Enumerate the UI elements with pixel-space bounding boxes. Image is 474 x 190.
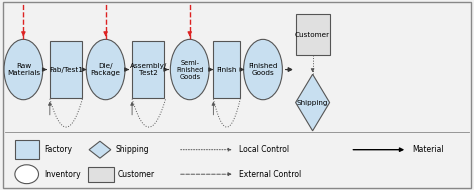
Text: Fab/Test1: Fab/Test1	[49, 66, 83, 73]
Text: Customer: Customer	[118, 170, 155, 179]
FancyBboxPatch shape	[50, 41, 82, 98]
Ellipse shape	[86, 39, 125, 100]
Text: Factory: Factory	[44, 145, 72, 154]
Text: Shipping: Shipping	[297, 100, 328, 105]
FancyBboxPatch shape	[88, 167, 114, 182]
FancyBboxPatch shape	[132, 41, 164, 98]
Text: Assembly/
Test2: Assembly/ Test2	[129, 63, 167, 76]
Ellipse shape	[244, 39, 283, 100]
Text: External Control: External Control	[239, 170, 301, 179]
FancyBboxPatch shape	[15, 140, 38, 159]
Text: Shipping: Shipping	[115, 145, 149, 154]
Polygon shape	[89, 141, 111, 158]
Ellipse shape	[4, 39, 43, 100]
Text: Raw
Materials: Raw Materials	[7, 63, 40, 76]
FancyBboxPatch shape	[213, 41, 240, 98]
Ellipse shape	[15, 165, 38, 184]
Polygon shape	[296, 74, 329, 131]
Text: Inventory: Inventory	[44, 170, 81, 179]
Ellipse shape	[170, 39, 209, 100]
Text: Finish: Finish	[217, 66, 237, 73]
FancyBboxPatch shape	[296, 14, 329, 55]
Text: Material: Material	[412, 145, 444, 154]
Text: Semi-
Finished
Goods: Semi- Finished Goods	[176, 59, 203, 80]
Text: Die/
Package: Die/ Package	[91, 63, 120, 76]
Text: Customer: Customer	[295, 32, 330, 38]
Text: Finished
Goods: Finished Goods	[248, 63, 278, 76]
Text: Local Control: Local Control	[239, 145, 290, 154]
